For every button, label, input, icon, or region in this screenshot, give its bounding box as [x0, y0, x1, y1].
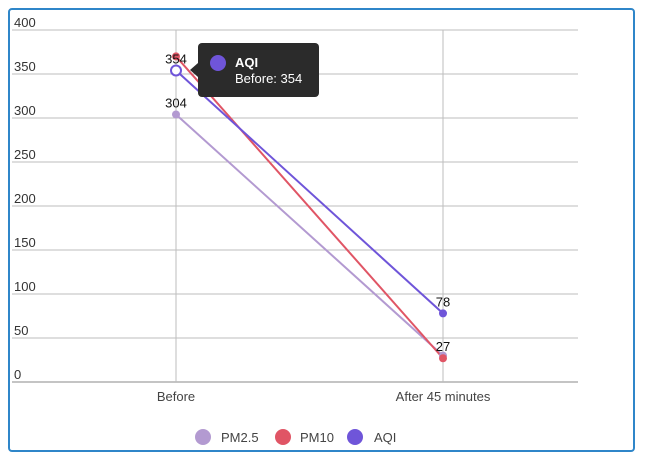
- y-tick-label: 400: [14, 15, 36, 30]
- legend[interactable]: PM2.5 PM10 AQI: [195, 429, 396, 445]
- legend-item-aqi[interactable]: AQI: [347, 429, 396, 445]
- tooltip-swatch: [210, 55, 226, 71]
- y-tick-label: 250: [14, 147, 36, 162]
- y-tick-label: 0: [14, 367, 21, 382]
- series-points[interactable]: [170, 52, 447, 363]
- series-line-pm10: [175, 55, 444, 359]
- series-lines: [175, 55, 444, 359]
- data-label: 354: [165, 51, 187, 66]
- y-tick-label: 50: [14, 323, 28, 338]
- legend-label: PM2.5: [221, 430, 259, 445]
- tooltip-pointer: [190, 63, 198, 77]
- x-axis-categories: Before After 45 minutes: [157, 389, 491, 404]
- legend-swatch: [195, 429, 211, 445]
- chart-frame: [8, 8, 635, 452]
- legend-swatch: [275, 429, 291, 445]
- data-point-aqi[interactable]: [170, 64, 182, 77]
- x-category-label: Before: [157, 389, 195, 404]
- data-label: 304: [165, 95, 187, 110]
- y-tick-label: 300: [14, 103, 36, 118]
- tooltip-body: Before: 354: [235, 71, 302, 86]
- data-label: 78: [436, 294, 450, 309]
- x-category-label: After 45 minutes: [396, 389, 491, 404]
- y-tick-label: 150: [14, 235, 36, 250]
- series-line-pm25: [175, 113, 444, 357]
- data-point-aqi[interactable]: [439, 309, 447, 318]
- data-labels: 354 304 78 27: [165, 51, 450, 354]
- data-point-pm10[interactable]: [172, 52, 180, 61]
- legend-item-pm10[interactable]: PM10: [275, 429, 334, 445]
- data-point-pm25[interactable]: [172, 110, 180, 119]
- legend-item-pm25[interactable]: PM2.5: [195, 429, 259, 445]
- legend-label: AQI: [374, 430, 396, 445]
- y-axis-ticks: 0 50 100 150 200 250 300 350 400: [14, 15, 36, 382]
- y-tick-label: 200: [14, 191, 36, 206]
- y-tick-label: 350: [14, 59, 36, 74]
- data-point-pm10[interactable]: [439, 354, 447, 363]
- legend-swatch: [347, 429, 363, 445]
- data-label: 27: [436, 339, 450, 354]
- grid-lines: [12, 29, 578, 383]
- tooltip-box: [198, 43, 319, 97]
- tooltip-title: AQI: [235, 55, 258, 70]
- y-tick-label: 100: [14, 279, 36, 294]
- series-line-aqi: [175, 69, 444, 315]
- legend-label: PM10: [300, 430, 334, 445]
